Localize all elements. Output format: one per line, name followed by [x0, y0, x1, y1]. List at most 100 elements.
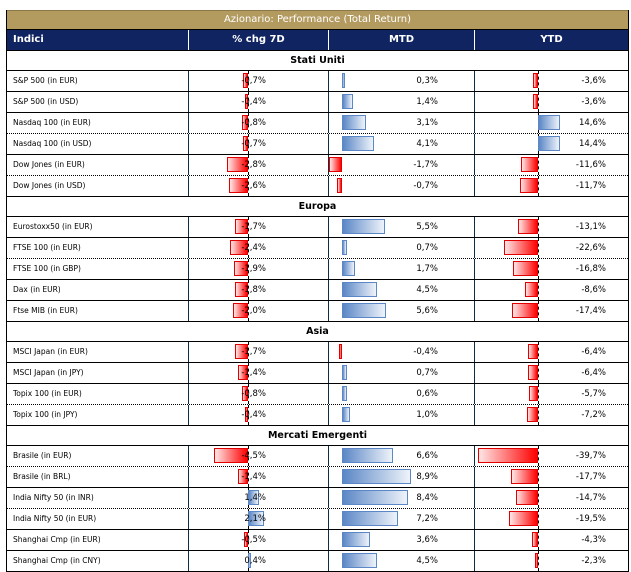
index-name: Brasile (in BRL) [7, 467, 189, 487]
zero-axis [248, 280, 249, 300]
zero-axis [538, 446, 539, 466]
cell-ytd: 14,4% [475, 134, 628, 154]
cell-ytd: -14,7% [475, 488, 628, 508]
negative-bar [528, 344, 538, 359]
negative-bar [237, 469, 248, 484]
cell-ytd: -7,2% [475, 405, 628, 425]
negative-bar [529, 386, 538, 401]
positive-bar [342, 532, 371, 547]
table-row: MSCI Japan (in EUR) -1,7% -0,4% -6,4% [7, 341, 628, 362]
cell-mtd: 0,7% [329, 238, 475, 258]
cell-ytd: -5,7% [475, 384, 628, 404]
negative-bar [532, 94, 538, 109]
value-mtd: 1,0% [416, 410, 438, 420]
positive-bar [342, 303, 386, 318]
value-mtd: 5,6% [416, 306, 438, 316]
index-name: FTSE 100 (in EUR) [7, 238, 189, 258]
cell-mtd: -0,4% [329, 342, 475, 362]
cell-mtd: 7,2% [329, 509, 475, 529]
value-ytd: -6,4% [581, 347, 606, 357]
col-header-mtd: MTD [329, 30, 475, 50]
cell-ytd: -6,4% [475, 363, 628, 383]
section-header: Mercati Emergenti [7, 425, 628, 445]
positive-bar [248, 553, 251, 568]
index-name: MSCI Japan (in JPY) [7, 363, 189, 383]
table-row: S&P 500 (in EUR) -0,7% 0,3% -3,6% [7, 70, 628, 91]
section-header: Europa [7, 196, 628, 216]
value-mtd: 0,7% [416, 243, 438, 253]
value-ytd: -7,2% [581, 410, 606, 420]
index-name: Dax (in EUR) [7, 280, 189, 300]
positive-bar [342, 469, 412, 484]
zero-axis [538, 238, 539, 258]
cell-chg7d: -2,8% [189, 155, 329, 175]
cell-chg7d: -0,7% [189, 134, 329, 154]
index-name: Topix 100 (in JPY) [7, 405, 189, 425]
index-name: Nasdaq 100 (in USD) [7, 134, 189, 154]
index-name: S&P 500 (in USD) [7, 92, 189, 112]
negative-bar [515, 490, 538, 505]
value-chg7d: -4,5% [241, 451, 266, 461]
zero-axis [248, 92, 249, 112]
negative-bar [228, 178, 248, 193]
value-chg7d: -1,4% [241, 472, 266, 482]
value-chg7d: -1,9% [241, 264, 266, 274]
zero-axis [248, 363, 249, 383]
col-header-7d: % chg 7D [189, 30, 329, 50]
negative-bar [230, 240, 248, 255]
zero-axis [538, 342, 539, 362]
value-mtd: 1,4% [416, 97, 438, 107]
cell-ytd: 14,6% [475, 113, 628, 133]
positive-bar [342, 219, 385, 234]
zero-axis [248, 217, 249, 237]
positive-bar [342, 386, 347, 401]
value-mtd: 7,2% [416, 514, 438, 524]
table-row: S&P 500 (in USD) -0,4% 1,4% -3,6% [7, 91, 628, 112]
negative-bar [338, 344, 342, 359]
value-mtd: 8,9% [416, 472, 438, 482]
cell-ytd: -2,3% [475, 551, 628, 571]
value-chg7d: 1,4% [244, 493, 266, 503]
cell-ytd: -39,7% [475, 446, 628, 466]
value-mtd: 3,1% [416, 118, 438, 128]
negative-bar [512, 261, 538, 276]
negative-bar [214, 448, 248, 463]
cell-mtd: 0,6% [329, 384, 475, 404]
zero-axis [248, 238, 249, 258]
negative-bar [525, 282, 538, 297]
cell-ytd: -13,1% [475, 217, 628, 237]
zero-axis [538, 405, 539, 425]
table-row: Dax (in EUR) -1,8% 4,5% -8,6% [7, 279, 628, 300]
cell-ytd: -8,6% [475, 280, 628, 300]
cell-mtd: -0,7% [329, 176, 475, 196]
zero-axis [538, 155, 539, 175]
value-mtd: 0,7% [416, 368, 438, 378]
cell-mtd: 3,1% [329, 113, 475, 133]
table-row: Brasile (in EUR) -4,5% 6,6% -39,7% [7, 445, 628, 466]
zero-axis [538, 176, 539, 196]
cell-ytd: -11,7% [475, 176, 628, 196]
index-name: Shanghai Cmp (in EUR) [7, 530, 189, 550]
value-ytd: -17,7% [575, 472, 606, 482]
value-ytd: -3,6% [581, 76, 606, 86]
value-ytd: -6,4% [581, 368, 606, 378]
value-mtd: 4,5% [416, 285, 438, 295]
zero-axis [248, 176, 249, 196]
index-name: Dow Jones (in USD) [7, 176, 189, 196]
table-row: India Nifty 50 (in EUR) 2,1% 7,2% -19,5% [7, 508, 628, 529]
cell-chg7d: -2,0% [189, 301, 329, 321]
positive-bar [342, 240, 348, 255]
value-mtd: -1,7% [413, 160, 438, 170]
cell-mtd: 0,7% [329, 363, 475, 383]
positive-bar [342, 94, 353, 109]
positive-bar [248, 511, 264, 526]
negative-bar [242, 136, 248, 151]
cell-chg7d: -1,7% [189, 217, 329, 237]
zero-axis [538, 384, 539, 404]
cell-chg7d: -1,9% [189, 259, 329, 279]
positive-bar [342, 261, 356, 276]
zero-axis [538, 467, 539, 487]
value-chg7d: -0,5% [241, 535, 266, 545]
negative-bar [233, 261, 248, 276]
negative-bar [245, 94, 248, 109]
